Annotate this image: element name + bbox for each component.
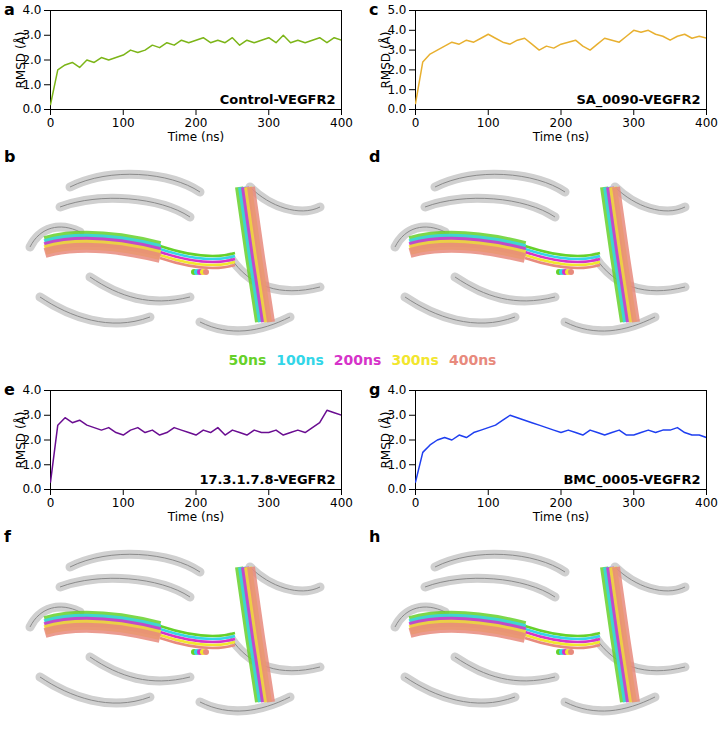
svg-text:300: 300 bbox=[257, 116, 280, 130]
svg-text:200: 200 bbox=[550, 116, 573, 130]
svg-text:2.0: 2.0 bbox=[387, 432, 407, 447]
svg-text:0: 0 bbox=[47, 496, 55, 510]
svg-text:4.0: 4.0 bbox=[22, 383, 41, 397]
svg-text:1.0: 1.0 bbox=[387, 457, 407, 472]
svg-text:0.0: 0.0 bbox=[22, 482, 41, 496]
svg-text:Control-VEGFR2: Control-VEGFR2 bbox=[220, 92, 336, 107]
html-text:c: c bbox=[369, 0, 379, 19]
svg-text:1.0: 1.0 bbox=[22, 457, 42, 472]
svg-text:2.0: 2.0 bbox=[22, 52, 42, 67]
svg-text:4.0: 4.0 bbox=[387, 383, 406, 397]
svg-text:2.0: 2.0 bbox=[22, 432, 42, 447]
svg-text:Time (ns): Time (ns) bbox=[532, 130, 589, 144]
svg-text:5.0: 5.0 bbox=[387, 3, 406, 17]
svg-text:Time (ns): Time (ns) bbox=[167, 130, 224, 144]
svg-text:0.0: 0.0 bbox=[387, 102, 406, 116]
svg-text:0: 0 bbox=[47, 116, 55, 130]
html-text:400ns: 400ns bbox=[448, 352, 497, 368]
svg-text:BMC_0005-VEGFR2: BMC_0005-VEGFR2 bbox=[563, 472, 700, 488]
svg-text:0: 0 bbox=[412, 496, 420, 510]
svg-text:300: 300 bbox=[622, 496, 645, 510]
svg-text:1.0: 1.0 bbox=[387, 82, 407, 97]
svg-text:Time (ns): Time (ns) bbox=[532, 510, 589, 524]
svg-text:300: 300 bbox=[257, 496, 280, 510]
svg-text:400: 400 bbox=[330, 496, 353, 510]
svg-text:0.0: 0.0 bbox=[387, 482, 406, 496]
svg-text:200: 200 bbox=[550, 496, 573, 510]
svg-text:RMSD (Å): RMSD (Å) bbox=[13, 32, 28, 89]
html-text:f: f bbox=[4, 527, 11, 546]
svg-text:3.0: 3.0 bbox=[387, 42, 407, 57]
svg-text:3.0: 3.0 bbox=[22, 28, 42, 43]
html-text:100ns: 100ns bbox=[276, 352, 324, 368]
svg-text:300: 300 bbox=[622, 116, 645, 130]
svg-text:3.0: 3.0 bbox=[22, 408, 42, 423]
svg-text:4.0: 4.0 bbox=[387, 23, 407, 38]
svg-text:100: 100 bbox=[112, 496, 135, 510]
html-text:a: a bbox=[4, 0, 15, 19]
html-text:g: g bbox=[369, 380, 381, 399]
svg-text:RMSD (Å): RMSD (Å) bbox=[13, 412, 28, 469]
svg-text:4.0: 4.0 bbox=[22, 3, 41, 17]
svg-text:400: 400 bbox=[330, 116, 353, 130]
html-text:300ns: 300ns bbox=[391, 352, 439, 368]
svg-text:400: 400 bbox=[695, 496, 718, 510]
svg-text:100: 100 bbox=[112, 116, 135, 130]
svg-text:17.3.1.7.8-VEGFR2: 17.3.1.7.8-VEGFR2 bbox=[199, 472, 335, 487]
html-text:h: h bbox=[369, 527, 381, 546]
html-text:d: d bbox=[369, 147, 381, 166]
svg-text:Time (ns): Time (ns) bbox=[167, 510, 224, 524]
svg-text:RMSD (Å): RMSD (Å) bbox=[378, 32, 393, 89]
svg-text:100: 100 bbox=[477, 116, 500, 130]
html-text:200ns: 200ns bbox=[333, 352, 382, 368]
svg-text:1.0: 1.0 bbox=[22, 77, 42, 92]
svg-text:0.0: 0.0 bbox=[22, 102, 41, 116]
svg-text:200: 200 bbox=[185, 496, 208, 510]
html-text:50ns: 50ns bbox=[228, 352, 267, 368]
svg-text:100: 100 bbox=[477, 496, 500, 510]
html-text:b: b bbox=[4, 147, 16, 166]
svg-text:2.0: 2.0 bbox=[387, 62, 407, 77]
svg-text:200: 200 bbox=[185, 116, 208, 130]
svg-text:3.0: 3.0 bbox=[387, 408, 407, 423]
svg-text:400: 400 bbox=[695, 116, 718, 130]
html-text:e: e bbox=[4, 380, 15, 399]
svg-text:RMSD (Å): RMSD (Å) bbox=[378, 412, 393, 469]
svg-text:0: 0 bbox=[412, 116, 420, 130]
svg-text:SA_0090-VEGFR2: SA_0090-VEGFR2 bbox=[576, 92, 700, 108]
